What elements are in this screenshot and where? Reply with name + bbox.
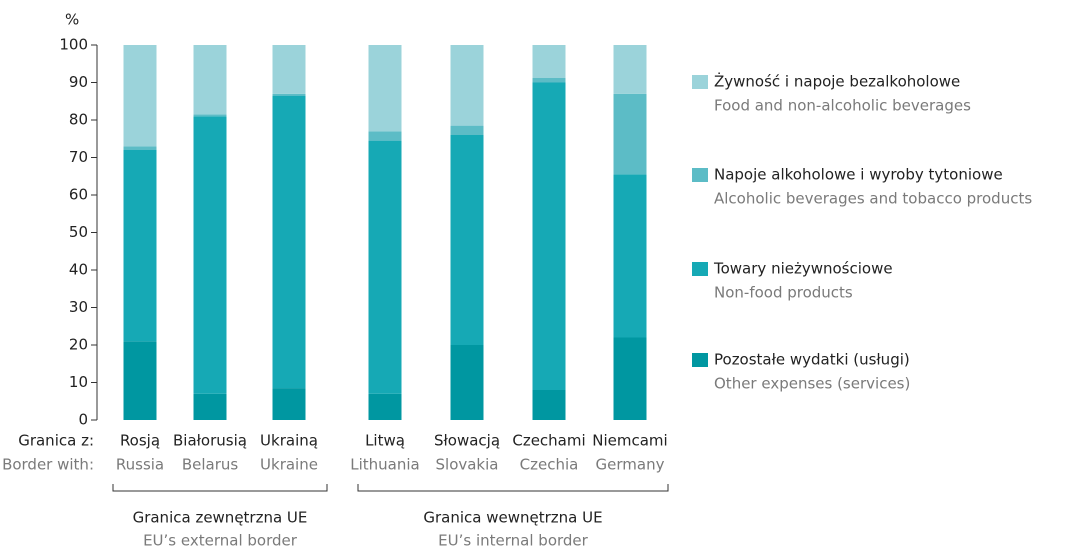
x-tick-label-en: Czechia	[520, 456, 579, 474]
x-tick-label-en: Russia	[116, 456, 164, 474]
x-tick-label-en: Slovakia	[436, 456, 499, 474]
bar-segment	[193, 116, 227, 394]
bar-segment	[450, 345, 484, 420]
legend-label: Towary nieżywnościowe	[713, 260, 893, 278]
y-tick-label: 90	[69, 73, 88, 91]
legend-swatch	[692, 75, 708, 89]
bar-segment	[368, 45, 402, 132]
x-tick-label: Rosją	[120, 432, 160, 450]
x-tick-label: Czechami	[512, 432, 585, 450]
bar-segment	[123, 45, 157, 147]
legend-label: Żywność i napoje bezalkoholowe	[714, 72, 960, 91]
bar-segment	[368, 393, 402, 420]
y-tick-label: 10	[69, 373, 88, 391]
group-label: Granica wewnętrzna UE	[423, 509, 602, 527]
bar-segment	[368, 140, 402, 394]
bar-segment	[613, 337, 647, 420]
y-tick-label: 80	[69, 111, 88, 129]
x-tick-label-en: Germany	[596, 456, 665, 474]
bar-segment	[613, 93, 647, 175]
bar-segment	[613, 45, 647, 94]
legend-label-en: Non-food products	[714, 284, 853, 302]
bar-segment	[450, 135, 484, 345]
y-tick-label: 70	[69, 148, 88, 166]
bar-segment	[123, 146, 157, 150]
legend-swatch	[692, 168, 708, 182]
x-tick-label: Litwą	[365, 432, 405, 450]
bar-segment	[123, 341, 157, 420]
x-tick-label: Słowacją	[434, 432, 500, 450]
bar-segment	[613, 174, 647, 338]
y-tick-label: 50	[69, 223, 88, 241]
x-tick-label-en: Lithuania	[350, 456, 419, 474]
y-tick-label: 100	[59, 36, 88, 54]
group-bracket	[112, 484, 328, 492]
legend-label-en: Other expenses (services)	[714, 375, 910, 393]
x-tick-label: Niemcami	[592, 432, 667, 450]
y-tick-label: 20	[69, 336, 88, 354]
legend-label: Napoje alkoholowe i wyroby tytoniowe	[714, 166, 1003, 184]
group-bracket	[357, 484, 669, 492]
x-tick-label: Ukrainą	[260, 432, 318, 450]
x-tick-label: Białorusią	[173, 432, 247, 450]
bar-segment	[193, 393, 227, 420]
bar-segment	[532, 82, 566, 390]
bar-segment	[193, 114, 227, 117]
x-tick-label-en: Belarus	[182, 456, 239, 474]
legend-label-en: Food and non-alcoholic beverages	[714, 97, 971, 115]
legend-label-en: Alcoholic beverages and tobacco products	[714, 190, 1032, 208]
bar-segment	[532, 390, 566, 420]
row-label: Granica z:	[18, 432, 94, 450]
bar-segment	[193, 45, 227, 115]
y-tick-label: 30	[69, 298, 88, 316]
legend-label: Pozostałe wydatki (usługi)	[714, 351, 910, 369]
y-unit: %	[65, 11, 79, 29]
bar-segment	[123, 150, 157, 342]
row-label-en: Border with:	[2, 456, 94, 474]
bar-segment	[272, 93, 306, 96]
group-label-en: EU’s internal border	[438, 532, 588, 549]
group-label: Granica zewnętrzna UE	[133, 509, 308, 527]
legend-swatch	[692, 353, 708, 367]
y-tick-label: 0	[78, 411, 88, 429]
legend-swatch	[692, 262, 708, 276]
bar-segment	[272, 95, 306, 389]
bar-segment	[532, 78, 566, 83]
y-tick-label: 40	[69, 261, 88, 279]
bar-segment	[272, 388, 306, 420]
y-tick-label: 60	[69, 186, 88, 204]
bar-segment	[272, 45, 306, 94]
bar-segment	[450, 45, 484, 126]
bar-segment	[368, 131, 402, 141]
bar-segment	[532, 45, 566, 78]
x-tick-label-en: Ukraine	[260, 456, 318, 474]
bar-segment	[450, 125, 484, 135]
group-label-en: EU’s external border	[143, 532, 298, 549]
